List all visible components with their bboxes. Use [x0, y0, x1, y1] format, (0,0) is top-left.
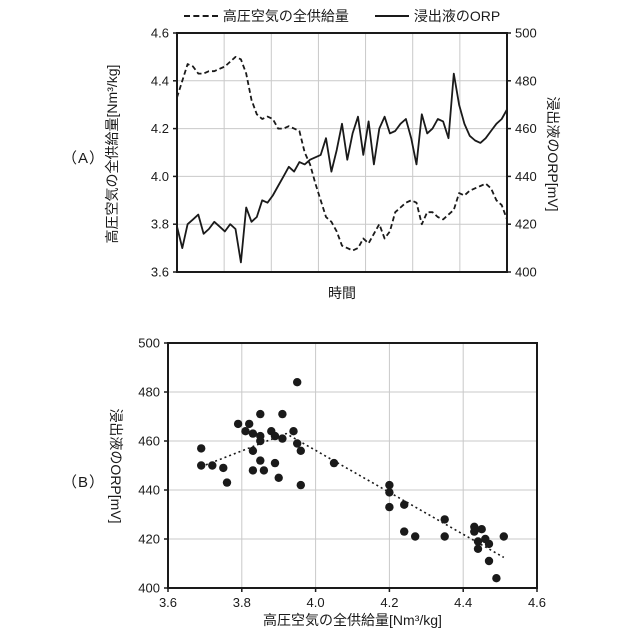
chart-b-scatter-point: [222, 478, 232, 487]
chart-b-scatter-point: [278, 434, 287, 443]
chart-b-scatter-point: [248, 429, 258, 438]
chart-b-bottom-tick-label: 4.4: [454, 595, 472, 610]
legend-item-supply: 高圧空気の全供給量: [183, 6, 349, 26]
chart-a-left-tick-label: 4.0: [151, 169, 169, 184]
chart-b-y-axis-title: 浸出液のORP[mV]: [108, 408, 124, 524]
chart-b-scatter-point: [385, 502, 394, 512]
chart-b-scatter-point: [440, 532, 449, 541]
chart-b-scatter-point: [256, 409, 265, 419]
chart-b-scatter-point: [248, 466, 258, 475]
chart-b-scatter-point: [270, 458, 280, 468]
legend-item-orp: 浸出液のORP: [374, 6, 501, 26]
chart-b-left-tick-label: 440: [138, 483, 160, 498]
chart-a-legend: 高圧空気の全供給量 浸出液のORP: [167, 6, 517, 26]
dashed-line-sample-icon: [183, 15, 218, 17]
chart-b-scatter-point: [492, 574, 501, 583]
chart-a-left-axis-title: 高圧空気の全供給量[Nm³/kg]: [104, 64, 120, 244]
chart-b-scatter-point: [293, 439, 302, 448]
chart-b-plot-border: [167, 342, 538, 589]
panel-a-label: （A）: [62, 150, 106, 167]
chart-a-left-tick-label: 4.4: [151, 73, 169, 88]
panel-b-label: （B）: [62, 474, 106, 491]
chart-b-trendline: [200, 432, 505, 559]
chart-b-scatter-point: [400, 527, 409, 536]
chart-b-scatter-point: [473, 544, 483, 553]
chart-a-left-tick-label: 3.8: [151, 217, 169, 232]
solid-line-sample-icon: [374, 15, 409, 17]
chart-a-right-tick-label: 460: [515, 121, 537, 136]
chart-b-scatter-point: [296, 480, 305, 490]
chart-b-bottom-tick-label: 4.2: [380, 595, 398, 610]
chart-b-bottom-tick-label: 4.6: [528, 595, 546, 610]
chart-b-scatter-point: [197, 461, 206, 470]
chart-b-scatter-point: [248, 446, 258, 455]
chart-b-scatter-point: [245, 419, 254, 429]
chart-b-bottom-tick-label: 4.0: [307, 595, 325, 610]
chart-b-scatter-point: [219, 463, 228, 473]
chart-a-plot-border: [176, 32, 508, 273]
chart-a-right-tick-label: 440: [515, 169, 537, 184]
chart-a-left-tick-label: 3.6: [151, 265, 169, 280]
chart-b-scatter-point: [385, 488, 394, 497]
chart-b-scatter-point: [197, 444, 206, 453]
chart-b-scatter-point: [259, 466, 269, 475]
chart-b-scatter-point: [256, 436, 265, 446]
chart-b-scatter-point: [274, 473, 283, 482]
chart-a-series-supply: [176, 56, 508, 252]
chart-b-scatter-point: [473, 537, 483, 546]
chart-b-left-tick-label: 400: [138, 581, 160, 596]
chart-a-right-tick-label: 480: [515, 73, 537, 88]
chart-b-bottom-tick-label: 3.6: [159, 595, 177, 610]
chart-b-scatter-point: [400, 500, 409, 509]
chart-b-scatter-point: [289, 427, 298, 436]
chart-b-scatter-point: [208, 461, 217, 470]
legend-label-orp: 浸出液のORP: [413, 8, 501, 24]
chart-a-plot-area: [177, 33, 507, 272]
chart-a-left-tick-label: 4.2: [151, 121, 169, 136]
chart-b-left-tick-label: 500: [138, 336, 160, 351]
chart-b-left-tick-label: 460: [138, 434, 160, 449]
chart-a-x-axis-title: 時間: [328, 285, 356, 301]
chart-a-right-tick-label: 420: [515, 217, 537, 232]
chart-b-scatter-point: [329, 458, 339, 468]
chart-b-scatter-point: [293, 378, 302, 387]
chart-b-scatter-point: [270, 431, 280, 441]
chart-b-bottom-tick-label: 3.8: [233, 595, 251, 610]
chart-a-right-axis-title: 浸出液のORP[mV]: [545, 96, 561, 212]
chart-a-right-tick-label: 400: [515, 265, 537, 280]
chart-b-scatter-point: [477, 525, 486, 534]
legend-label-supply: 高圧空気の全供給量: [222, 8, 349, 24]
chart-b-scatter-point: [233, 419, 243, 429]
chart-b-scatter-point: [499, 532, 508, 541]
chart-b-scatter-point: [470, 527, 479, 536]
chart-a-right-tick-label: 500: [515, 26, 537, 41]
chart-b-x-axis-title: 高圧空気の全供給量[Nm³/kg]: [263, 612, 442, 628]
chart-b-left-tick-label: 480: [138, 385, 160, 400]
chart-b-scatter-point: [484, 539, 494, 549]
chart-b-scatter-point: [296, 446, 305, 455]
chart-a-left-tick-label: 4.6: [151, 26, 169, 41]
chart-a-series-orp: [176, 72, 508, 264]
chart-b-scatter-point: [411, 532, 420, 541]
chart-b-scatter-point: [278, 409, 287, 419]
chart-b-scatter-point: [484, 556, 494, 566]
chart-b-scatter-point: [385, 480, 394, 490]
chart-b-scatter-point: [256, 456, 265, 465]
chart-b-scatter-point: [440, 515, 449, 524]
chart-b-left-tick-label: 420: [138, 532, 160, 547]
chart-b-scatter-point: [241, 427, 250, 436]
